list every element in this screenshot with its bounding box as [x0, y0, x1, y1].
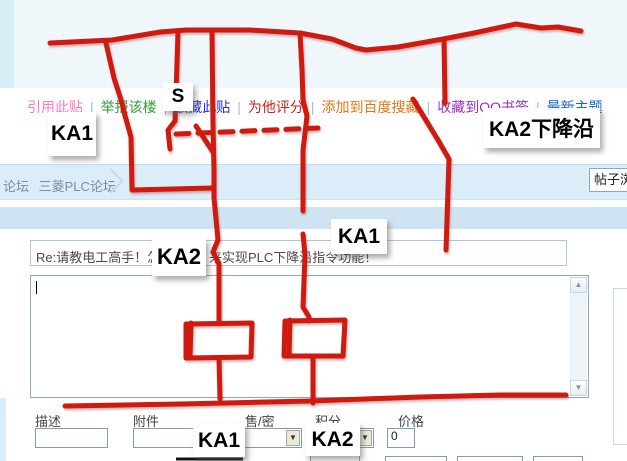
annotation-ka1-bottom: KA1 [193, 424, 245, 457]
message-textarea[interactable]: ▲ ▼ [30, 275, 589, 398]
right-side-panel [613, 288, 627, 445]
description-input[interactable] [35, 428, 108, 448]
link-rate[interactable]: 为他评分 [247, 99, 304, 115]
label-sale-password: 售/密 [245, 414, 275, 429]
scroll-down-arrow-icon[interactable]: ▼ [570, 380, 587, 396]
sale-password-select[interactable]: ▼ [240, 428, 302, 448]
breadcrumb-forum[interactable]: 论坛 [3, 179, 30, 194]
link-separator: | [310, 99, 315, 115]
link-separator: | [535, 99, 540, 115]
left-margin-strip [0, 0, 14, 88]
toolbar-band [0, 207, 627, 229]
link-report[interactable]: 举报该楼 [100, 99, 157, 115]
sketch-s-hook [165, 118, 178, 152]
link-separator: | [237, 99, 241, 115]
annotation-s: S [163, 83, 193, 111]
text-caret [36, 281, 37, 294]
annotation-ka1-middle: KA1 [331, 219, 387, 254]
breadcrumb: 论坛 三菱PLC论坛 [3, 176, 122, 195]
label-price: 价格 [398, 414, 425, 429]
annotation-ka2-title: KA2 [152, 238, 206, 276]
dropdown-arrow-icon[interactable]: ▼ [286, 430, 300, 446]
dropdown-arrow-icon[interactable]: ▼ [358, 430, 372, 446]
annotation-ka2-bottom: KA2 [305, 423, 360, 456]
top-background-band [0, 0, 627, 88]
annotation-ka2-falling-edge: KA2下降沿 [483, 108, 600, 148]
price-input[interactable]: 0 [387, 428, 415, 448]
thread-view-select[interactable]: 帖子浏览 [589, 168, 627, 192]
clipped-input[interactable] [533, 456, 583, 461]
left-margin-strip-bottom [0, 398, 6, 461]
link-separator: | [426, 99, 431, 115]
label-description: 描述 [35, 414, 62, 429]
sketch-s-diagonal [193, 123, 216, 155]
label-attachment: 附件 [133, 414, 160, 429]
editor-scrollbar[interactable]: ▲ ▼ [570, 277, 587, 396]
clipped-input[interactable] [457, 456, 523, 461]
post-title-field[interactable]: Re:请教电工高手！怎样 来实现PLC下降沿指令功能！ [30, 240, 567, 266]
sketch-dashed-link [173, 125, 321, 137]
breadcrumb-subforum[interactable]: 三菱PLC论坛 [38, 179, 116, 194]
annotation-ka1-top: KA1 [48, 112, 96, 156]
clipped-input[interactable] [385, 456, 447, 461]
link-separator: | [90, 99, 94, 115]
link-quote[interactable]: 引用此贴 [27, 99, 83, 115]
scroll-up-arrow-icon[interactable]: ▲ [570, 277, 587, 293]
link-baidu-bookmark[interactable]: 添加到百度搜藏 [321, 99, 420, 115]
post-title-left: Re:请教电工高手！怎样 [36, 250, 174, 265]
